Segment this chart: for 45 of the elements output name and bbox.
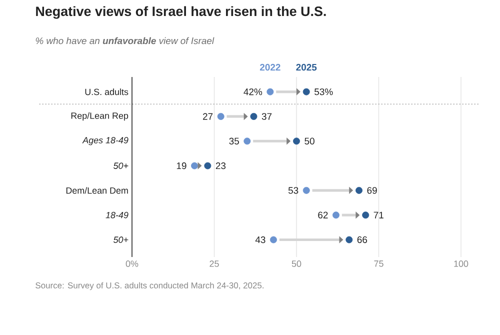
point bbox=[270, 236, 277, 244]
y-tick-label: 50+ bbox=[113, 236, 128, 243]
point bbox=[293, 138, 300, 145]
data-label: 27 bbox=[203, 113, 213, 120]
point bbox=[362, 212, 370, 219]
data-label: 53% bbox=[314, 88, 333, 96]
data-label: 35 bbox=[229, 138, 239, 144]
y-tick-label: Ages 18-49 bbox=[82, 137, 128, 146]
point bbox=[244, 138, 251, 145]
y-tick-label: Dem/Lean Dem bbox=[66, 187, 128, 194]
point bbox=[302, 186, 310, 194]
text: 2022 bbox=[260, 64, 280, 71]
data-label: 62 bbox=[318, 212, 328, 218]
data-label: 43 bbox=[255, 236, 266, 244]
point bbox=[346, 236, 353, 244]
y-tick-label: 50+ bbox=[113, 162, 128, 169]
chart-title: Negative views of Israel have risen in the U.S. bbox=[36, 6, 326, 19]
data-label: 50 bbox=[304, 138, 314, 144]
point bbox=[356, 186, 362, 194]
y-tick-label: U.S. adults bbox=[85, 88, 128, 96]
data-label: 37 bbox=[262, 113, 272, 120]
data-label: 19 bbox=[176, 162, 186, 170]
x-tick-label: 0% bbox=[126, 260, 138, 267]
y-tick-label: Rep/Lean Rep bbox=[71, 112, 128, 121]
x-tick-label: 25 bbox=[210, 260, 219, 267]
x-tick-label: 75 bbox=[374, 260, 384, 267]
data-label: 53 bbox=[288, 187, 298, 194]
point bbox=[250, 112, 258, 120]
point bbox=[191, 162, 198, 170]
point bbox=[217, 112, 224, 120]
point bbox=[204, 162, 212, 170]
point bbox=[332, 212, 340, 219]
point bbox=[266, 88, 274, 96]
x-tick-label: 100 bbox=[454, 260, 468, 267]
text: 2025 bbox=[296, 64, 317, 71]
y-tick-label: 18-49 bbox=[106, 212, 128, 218]
source-note: Source: Survey of U.S. adults conducted March 24-30, 2025. bbox=[36, 282, 264, 290]
data-label: 71 bbox=[374, 212, 384, 218]
chart-subtitle: % who have an unfavorable view of Israel bbox=[36, 37, 214, 44]
data-label: 23 bbox=[216, 162, 226, 170]
x-tick-label: 50 bbox=[292, 260, 302, 267]
data-label: 42% bbox=[244, 88, 262, 96]
point bbox=[302, 88, 310, 96]
data-label: 69 bbox=[367, 187, 377, 194]
data-label: 66 bbox=[357, 236, 368, 244]
